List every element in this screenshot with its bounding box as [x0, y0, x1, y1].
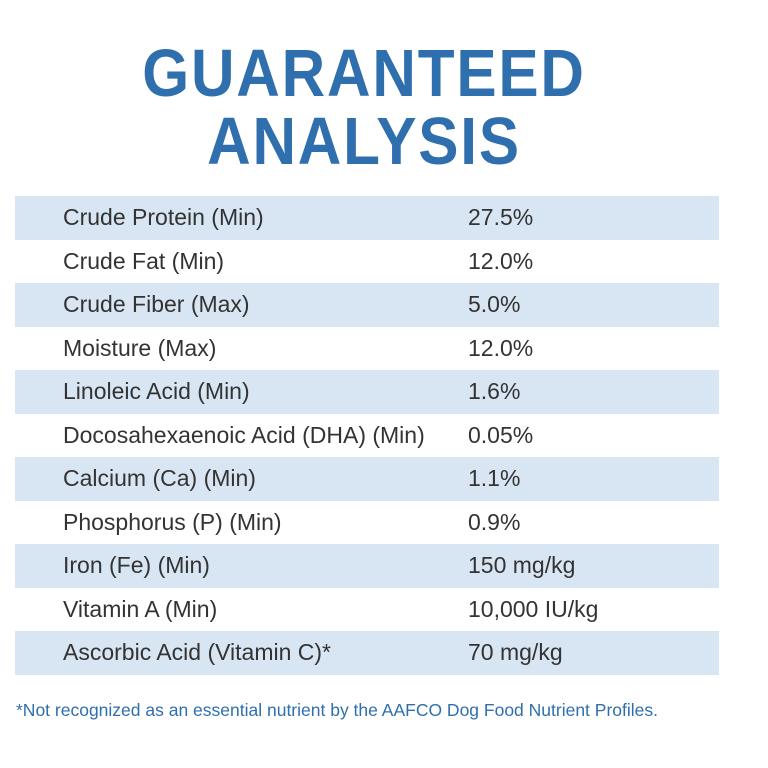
table-row: Iron (Fe) (Min) 150 mg/kg [15, 544, 719, 588]
nutrient-value: 1.1% [468, 465, 521, 491]
nutrient-label: Moisture (Max) [63, 334, 217, 361]
table-row: Calcium (Ca) (Min) 1.1% [15, 457, 719, 501]
nutrient-label: Ascorbic Acid (Vitamin C)* [63, 639, 331, 665]
nutrient-value: 1.6% [468, 378, 521, 404]
analysis-table: Crude Protein (Min) 27.5% Crude Fat (Min… [15, 196, 719, 675]
nutrient-value: 12.0% [468, 247, 534, 274]
table-row: Phosphorus (P) (Min) 0.9% [15, 500, 719, 544]
table-row: Docosahexaenoic Acid (DHA) (Min) 0.05% [15, 413, 719, 457]
nutrient-value: 5.0% [468, 291, 521, 317]
nutrient-value: 27.5% [468, 204, 534, 230]
table-row: Crude Fat (Min) 12.0% [15, 239, 719, 283]
table-row: Linoleic Acid (Min) 1.6% [15, 370, 719, 414]
nutrient-value: 0.9% [468, 508, 521, 535]
nutrient-value: 0.05% [468, 421, 534, 448]
nutrient-value: 12.0% [468, 334, 534, 361]
nutrient-label: Vitamin A (Min) [63, 595, 218, 622]
nutrient-label: Crude Fat (Min) [63, 247, 225, 274]
table-row: Moisture (Max) 12.0% [15, 326, 719, 370]
title-line-1: GUARANTEED [142, 36, 586, 111]
footnote: *Not recognized as an essential nutrient… [16, 700, 658, 720]
nutrient-label: Linoleic Acid (Min) [63, 378, 250, 404]
nutrient-label: Calcium (Ca) (Min) [63, 465, 256, 491]
table-row: Ascorbic Acid (Vitamin C)* 70 mg/kg [15, 631, 719, 675]
nutrient-label: Phosphorus (P) (Min) [63, 508, 282, 535]
nutrient-value: 10,000 IU/kg [468, 595, 599, 622]
nutrient-value: 70 mg/kg [468, 639, 563, 665]
nutrient-label: Iron (Fe) (Min) [63, 552, 210, 578]
nutrient-value: 150 mg/kg [468, 552, 576, 578]
nutrient-label: Crude Fiber (Max) [63, 291, 250, 317]
title-line-2: ANALYSIS [207, 104, 521, 179]
table-row: Crude Protein (Min) 27.5% [15, 196, 719, 240]
table-row: Crude Fiber (Max) 5.0% [15, 283, 719, 327]
table-row: Vitamin A (Min) 10,000 IU/kg [15, 587, 719, 631]
nutrient-label: Docosahexaenoic Acid (DHA) (Min) [63, 421, 425, 448]
page-title: GUARANTEED ANALYSIS [36, 40, 691, 176]
nutrient-label: Crude Protein (Min) [63, 204, 264, 230]
